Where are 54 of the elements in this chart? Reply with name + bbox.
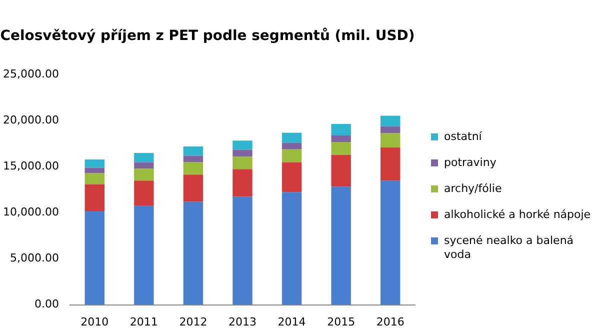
y-tick-label: 5,000.00 [10,252,59,265]
bar [232,156,252,170]
y-tick-label: 0.00 [34,298,59,311]
bar [380,116,400,126]
bar [282,162,302,192]
bar [331,186,351,305]
x-tick-label: 2014 [278,315,306,328]
bar [183,174,204,202]
bar [282,192,302,305]
bar [183,156,204,162]
x-tick-label: 2016 [376,315,404,328]
bar [232,150,252,157]
bar [331,124,351,136]
bar [84,168,104,174]
bar [183,162,204,175]
x-tick-label: 2013 [228,315,256,328]
bar [84,173,104,184]
bar [134,153,154,162]
y-tick-label: 15,000.00 [3,160,59,173]
legend-label: sycené nealko a balená voda [444,234,574,261]
bar [331,142,351,155]
bar [232,140,252,150]
bar [84,210,104,305]
x-tick-label: 2012 [179,315,208,328]
bar [380,133,400,148]
bar [282,149,302,162]
legend-label: ostatní [444,130,483,143]
y-tick-label: 25,000.00 [3,68,59,81]
bar [232,169,252,197]
bar [380,180,400,305]
bar [134,162,154,169]
bar [282,132,302,143]
bar [183,202,204,305]
legend-label: potraviny [444,156,497,169]
y-tick-label: 10,000.00 [3,206,59,219]
chart-title: Celosvětový příjem z PET podle segmentů (mil. USD) [0,27,415,44]
y-tick-label: 20,000.00 [3,114,59,127]
legend-label: archy/fólie [444,182,502,195]
bar [84,184,104,211]
bar [380,147,400,181]
bar [232,196,252,305]
bar [282,142,302,150]
legend-label: alkoholické a horké nápoje [444,208,591,221]
bar [134,168,154,181]
bar [134,180,154,206]
bar [183,146,204,156]
x-tick-label: 2015 [327,315,356,328]
bar [380,126,400,134]
bar [84,159,104,168]
x-tick-label: 2011 [130,315,158,328]
bar [331,136,351,142]
x-tick-label: 2010 [80,315,109,328]
bar [134,206,154,305]
bar [331,154,351,187]
